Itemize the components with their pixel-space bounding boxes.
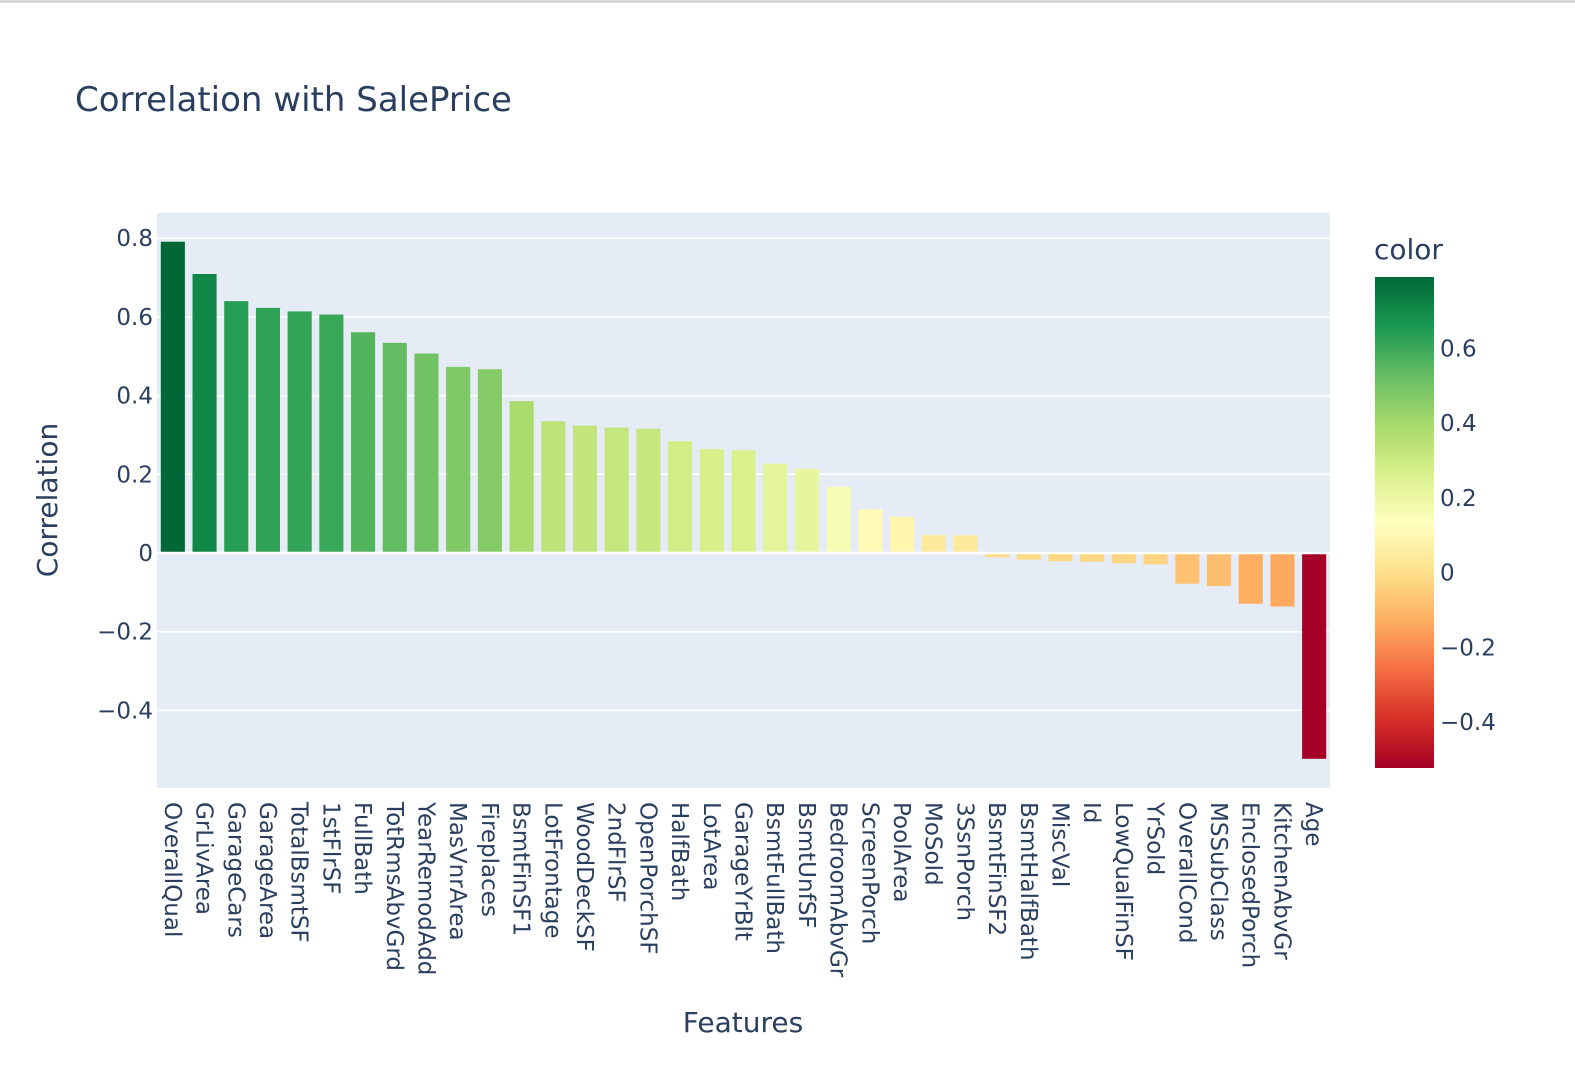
x-tick-label: YrSold: [1142, 801, 1168, 875]
bar: [858, 509, 883, 553]
bar: [1302, 553, 1327, 759]
x-tick-label: BsmtHalfBath: [1015, 802, 1041, 961]
bar: [224, 301, 249, 553]
colorbar-tick-label: 0: [1440, 561, 1455, 587]
bar: [160, 241, 185, 553]
x-tick-label: WoodDeckSF: [571, 802, 597, 952]
x-tick-label: GarageCars: [222, 802, 248, 938]
bar: [921, 534, 946, 553]
x-tick-label: LotArea: [698, 802, 724, 890]
bar: [1143, 553, 1168, 565]
x-tick-label: KitchenAbvGr: [1268, 802, 1294, 960]
x-tick-label: MasVnrArea: [444, 802, 470, 941]
x-tick-label: BsmtFinSF2: [983, 802, 1009, 936]
bar: [1270, 553, 1295, 607]
colorbar-title: color: [1374, 233, 1443, 266]
colorbar-tick-label: −0.2: [1440, 635, 1496, 661]
bar: [287, 311, 312, 553]
bar: [1206, 553, 1232, 587]
colorbar-tick-label: 0.2: [1440, 486, 1477, 512]
x-tick-label: MoSold: [920, 802, 946, 886]
y-tick-label: −0.2: [97, 620, 153, 646]
x-tick-label: BedroomAbvGr: [825, 802, 851, 978]
bar: [477, 369, 502, 553]
x-tick-label: OverallCond: [1173, 802, 1199, 944]
top-border: [0, 0, 1575, 3]
bar: [1048, 553, 1073, 562]
x-tick-labels: OverallQual GrLivArea GarageCars GarageArea…: [159, 801, 1326, 978]
x-tick-label: BsmtUnfSF: [793, 802, 819, 929]
x-tick-label: MiscVal: [1047, 802, 1073, 887]
y-tick-label: 0.6: [116, 305, 153, 331]
colorbar: [1375, 277, 1434, 768]
bar: [763, 463, 788, 553]
x-tick-label: Fireplaces: [476, 802, 502, 917]
bar: [1238, 553, 1263, 604]
colorbar-tick-label: 0.6: [1440, 336, 1477, 362]
bar: [255, 307, 281, 553]
x-tick-label: OverallQual: [159, 802, 185, 937]
x-tick-label: Age: [1300, 802, 1326, 846]
bar: [985, 553, 1010, 558]
x-tick-label: GarageArea: [254, 802, 280, 939]
bar: [826, 486, 851, 553]
x-tick-label: LowQualFinSF: [1110, 802, 1136, 961]
x-axis-title: Features: [683, 1006, 803, 1039]
bar: [192, 274, 217, 553]
bar: [1016, 553, 1041, 560]
bar: [636, 428, 661, 553]
bar: [319, 314, 344, 553]
bar: [446, 366, 471, 553]
bar: [509, 401, 534, 553]
x-tick-label: EnclosedPorch: [1237, 802, 1263, 968]
x-tick-label: 3SsnPorch: [951, 802, 977, 921]
chart-title: Correlation with SalePrice: [75, 80, 512, 120]
y-tick-label: 0.8: [116, 226, 153, 252]
x-tick-label: BsmtFullBath: [761, 802, 787, 954]
y-tick-label: 0.4: [116, 384, 153, 410]
bar: [1111, 553, 1136, 564]
x-tick-label: Id: [1078, 802, 1104, 823]
bar: [351, 332, 376, 553]
x-tick-label: 2ndFlrSF: [603, 802, 629, 903]
x-tick-label: MSSubClass: [1205, 802, 1231, 941]
bar: [1080, 553, 1105, 562]
bar: [668, 441, 693, 553]
x-tick-label: PoolArea: [888, 802, 914, 903]
x-tick-label: OpenPorchSF: [634, 802, 660, 955]
x-tick-label: BsmtFinSF1: [508, 802, 534, 936]
x-tick-label: FullBath: [349, 802, 375, 895]
bar: [794, 468, 819, 553]
y-tick-labels: −0.4 −0.2 0 0.2 0.4 0.6 0.8: [97, 226, 153, 724]
bar: [699, 449, 724, 553]
bar: [541, 421, 566, 553]
x-tick-label: GarageYrBlt: [730, 802, 756, 941]
x-tick-label: GrLivArea: [191, 802, 217, 915]
x-tick-label: 1stFlrSF: [317, 802, 343, 895]
y-tick-label: 0.2: [116, 462, 153, 488]
bar: [889, 516, 915, 553]
bar: [414, 353, 439, 553]
y-tick-label: −0.4: [97, 698, 153, 724]
x-tick-label: LotFrontage: [539, 802, 565, 939]
x-tick-label: ScreenPorch: [856, 802, 882, 944]
x-tick-label: TotRmsAbvGrd: [381, 801, 407, 971]
bar: [572, 425, 598, 553]
y-axis-title: Correlation: [31, 423, 64, 577]
colorbar-tick-label: 0.4: [1440, 411, 1477, 437]
colorbar-tick-label: −0.4: [1440, 710, 1496, 736]
x-tick-label: HalfBath: [666, 802, 692, 901]
x-tick-label: YearRemodAdd: [412, 801, 438, 975]
bar: [953, 535, 978, 553]
bar: [604, 427, 629, 553]
y-tick-label: 0: [138, 541, 153, 567]
bar: [731, 450, 756, 553]
colorbar-tick-labels: −0.4 −0.2 0 0.2 0.4 0.6: [1440, 336, 1496, 736]
x-tick-label: TotalBsmtSF: [286, 801, 312, 943]
bar: [382, 342, 407, 553]
bars: [160, 241, 1327, 759]
bar: [1175, 553, 1200, 584]
